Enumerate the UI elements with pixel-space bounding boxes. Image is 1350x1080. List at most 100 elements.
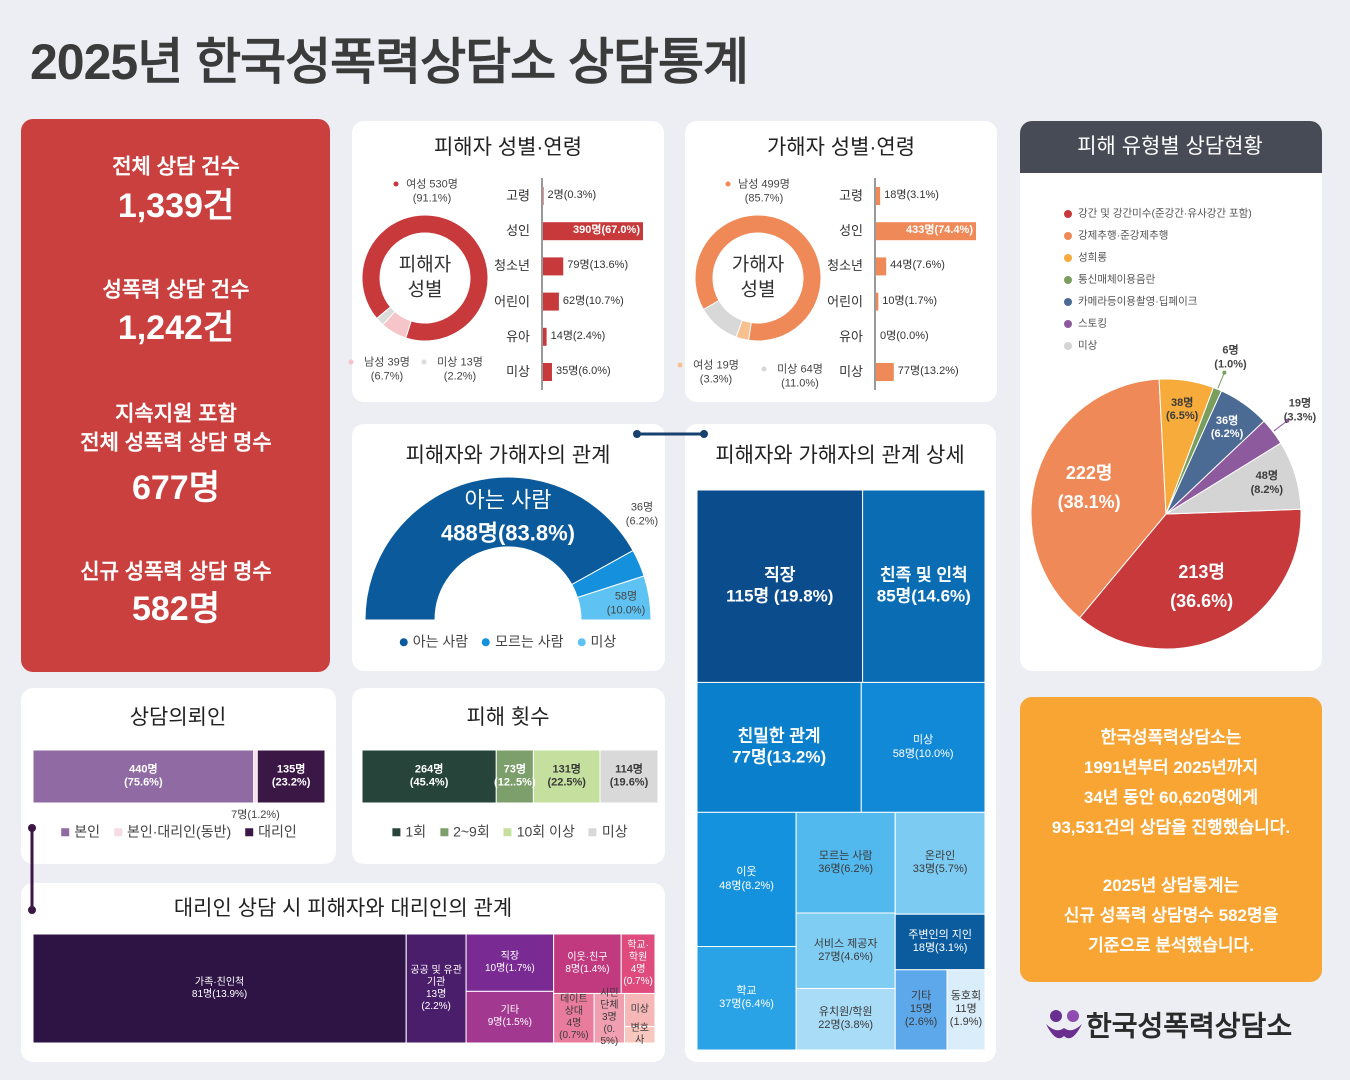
tile-label: 모르는 사람 36명(6.2%) [798,849,893,875]
legend-label: 10회 이상 [516,823,575,840]
legend: 본인 본인·대리인(동반) 대리인 [61,823,297,841]
panel-title: 대리인 상담 시 피해자와 대리인의 관계 [173,896,513,920]
treemap-tile [624,1025,656,1044]
treemap-tile [696,946,797,1051]
category-label: 공공 및 유관기관 [410,964,462,988]
treemap-tile [946,969,986,1051]
value-label: 13명 (2.2%) [421,988,451,1012]
category-label: 학교 [736,985,757,998]
category-label: 동호회 [950,990,982,1003]
note-text: 한국성폭력상담소는 1991년부터 2025년까지 34년 동안 60,620명… [1051,728,1291,837]
value-label: 19명 (3.3%) [699,359,739,385]
tile-label: 데이트 상대 4명 (0.7%) [556,994,593,1042]
category-label: 고령 [506,187,530,203]
tile-label: 이웃 48명(8.2%) [699,866,794,892]
category-label: 남성 [738,178,759,191]
value-label: 2명(0.3%) [547,189,597,202]
bar-segment [532,749,601,804]
legend-label: 강간 및 강간미수(준강간·유사강간 포함) [1078,207,1252,220]
legend-item: 10회 이상 [503,823,575,841]
treemap-tile [795,811,896,914]
tile-label: 학교 37명(6.4%) [699,985,794,1011]
legend-marker [1064,276,1072,284]
legend-item: 미상 [588,823,628,841]
legend-marker [482,638,491,646]
value-label: 81명(13.9%) [191,988,248,1000]
bar-segment [495,749,534,804]
donut-slice [361,214,489,342]
value-label: 499명 (85.7%) [744,178,790,204]
tile-label: 유치원/학원 22명(3.8%) [798,1006,893,1032]
category-label: 서비스 제공자 [813,937,878,950]
category-label: 기타 [500,1005,520,1017]
value-label: 213명 (36.6%) [1170,561,1234,611]
treemap-tile [860,681,986,813]
tile-label: 가족·친인척 81명(13.9%) [35,977,404,1001]
legend-marker [440,828,449,836]
connector-dot [633,430,641,438]
category-label: 미상 [839,363,863,379]
value-label: 36명 (6.2%) [1210,415,1244,441]
treemap-tile [593,992,626,1044]
legend-marker [1064,320,1072,328]
legend-label: 미상 [1078,339,1098,352]
panel-title: 피해 유형별 상담현황 [1077,134,1263,158]
bar [876,257,887,276]
value-label: 131명 (22.5%) [547,762,586,789]
category-label: 고령 [839,187,863,203]
value-label: 36명(6.2%) [818,862,874,875]
category-label: 미상 [630,1003,649,1015]
leader-line [1273,420,1288,432]
legend-label: 스토킹 [1078,317,1107,330]
semi-donut-slice [576,575,652,621]
value-label: 35명(6.0%) [555,365,611,378]
category-label: 미상 [913,734,934,747]
bar [543,363,552,381]
tile-label: 기타 15명 (2.6%) [897,990,945,1030]
value-label: 19명 (3.3%) [1283,397,1317,423]
panel-title: 피해자와 가해자의 관계 [405,443,611,467]
pie-slice [1078,508,1302,650]
value-label: 39명 (6.7%) [370,356,410,382]
legend-label: 2~9회 [453,823,490,840]
value-label: 73명 (12..5%) [494,762,536,789]
label-dot [348,359,354,365]
value-label: 18명(3.1%) [884,189,939,202]
summary-label: 지속지원 포함 전체 성폭력 상담 명수 [80,402,272,455]
bar [543,222,643,241]
label-dot [677,362,683,368]
treemap-tile [696,681,862,813]
tile-label: 주변인의 지인 18명(3.1%) [897,929,983,955]
panel-title: 피해자와 가해자의 관계 상세 [715,443,965,467]
value-label: 135명 (23.2%) [271,762,311,789]
legend-item: 모르는 사람 [482,633,563,651]
bar [876,187,881,205]
value-label: 27명(4.6%) [818,950,874,963]
value-label: 36명 (6.2%) [625,501,659,527]
treemap-tile [795,987,896,1051]
center-label: 피해자 성별 [398,254,452,300]
tile-label: 미상 58명(10.0%) [863,734,983,760]
value-label: 48명(8.2%) [719,879,774,892]
label-dot [761,366,767,372]
summary-label: 성폭력 상담 건수 [102,278,250,302]
legend-label: 대리인 [258,823,297,840]
connector-dot [700,430,708,438]
value-label: 64명 (11.0%) [781,363,823,389]
value-label: 14명(2.4%) [550,329,606,342]
value-label: 13명 (2.2%) [443,356,483,382]
value-label: 7명(1.2%) [231,809,280,822]
category-label: 모르는 사람 [818,849,873,862]
value-label: 9명(1.5%) [487,1017,532,1029]
legend-item: 본인 [61,823,100,841]
tile-label: 학교·학원 4명 (0.7%) [623,940,653,988]
value-label: 58명(10.0%) [892,747,954,760]
summary-value: 1,339건 [117,186,235,225]
legend-marker [1064,298,1072,306]
bar-segment [253,749,258,804]
leader-dot [1222,370,1227,375]
legend-marker [1064,210,1072,218]
connector-dot [28,906,36,914]
value-label: 11명 (1.9%) [949,1003,983,1029]
legend-label: 카메라등이용촬영·딥페이크 [1078,295,1198,308]
